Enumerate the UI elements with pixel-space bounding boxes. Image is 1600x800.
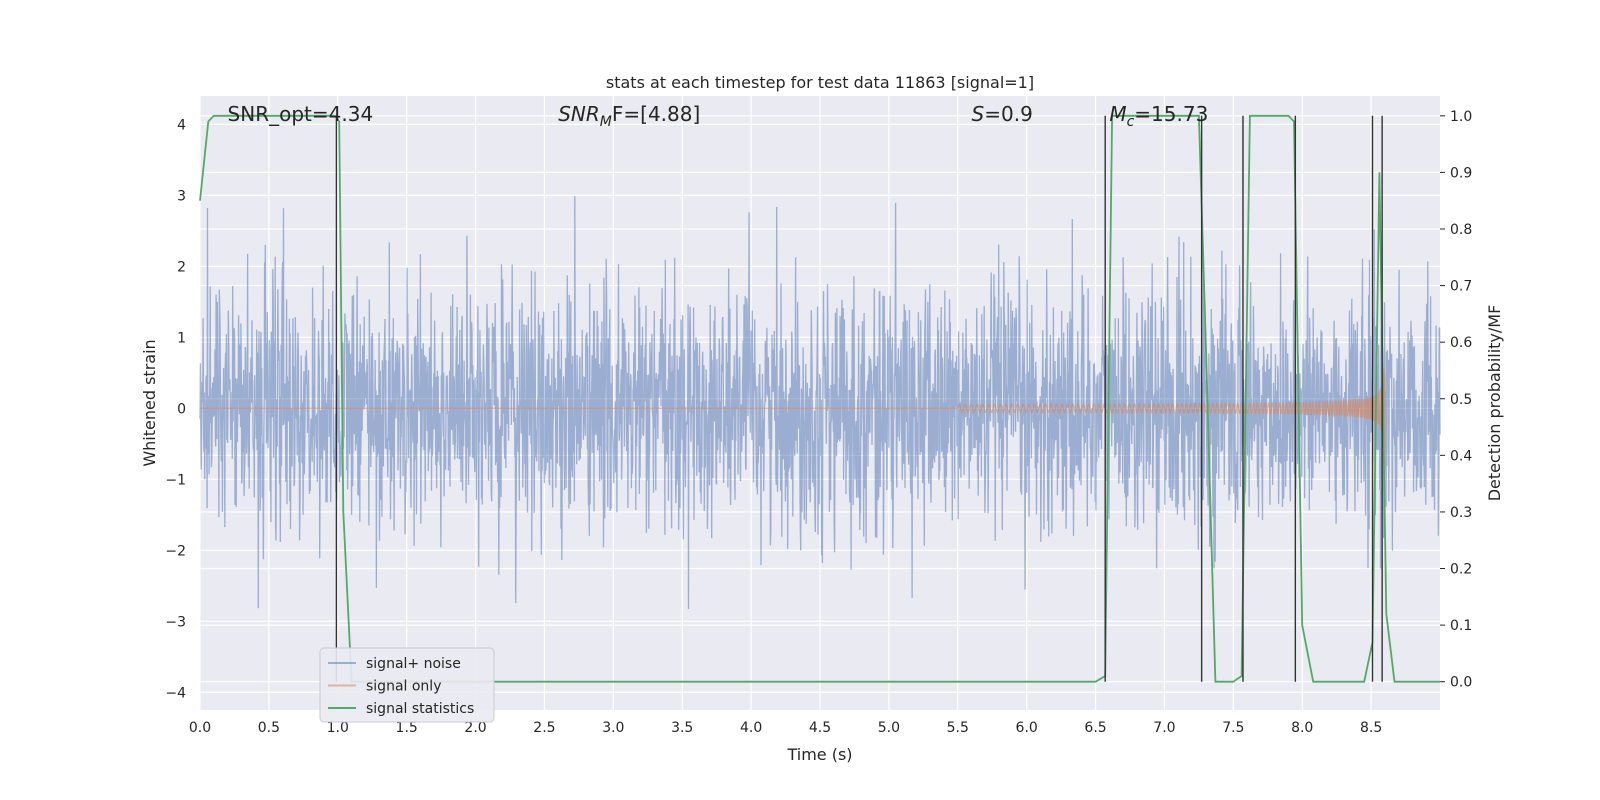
series-signal-only bbox=[957, 368, 1386, 469]
annotations: SNR_opt=4.34 SNRMF=[4.88] S=0.9 Mc=15.73 bbox=[228, 102, 1209, 130]
y-tick-label: 4 bbox=[177, 117, 186, 133]
x-tick-label: 1.5 bbox=[396, 720, 418, 736]
y-tick-label: 1 bbox=[177, 330, 186, 346]
x-tick-label: 3.5 bbox=[671, 720, 693, 736]
legend-label: signal+ noise bbox=[366, 656, 461, 672]
y-tick-label: −3 bbox=[165, 614, 186, 630]
y-right-tick-label: 0.1 bbox=[1450, 618, 1472, 634]
y-right-tick-label: 1.0 bbox=[1450, 109, 1472, 125]
x-tick-label: 8.0 bbox=[1291, 720, 1313, 736]
series-layer bbox=[199, 114, 1441, 683]
y-right-tick-label: 0.0 bbox=[1450, 675, 1472, 691]
y-right-tick-label: 0.2 bbox=[1450, 562, 1472, 578]
x-tick-label: 0.5 bbox=[258, 720, 280, 736]
series-signal-noise bbox=[199, 196, 1441, 610]
x-tick-label: 2.5 bbox=[533, 720, 555, 736]
annotation-text: SNRMF=[4.88] bbox=[558, 102, 700, 130]
legend-box bbox=[319, 647, 495, 723]
legend: signal+ noise signal only signal statistic… bbox=[319, 647, 495, 723]
x-tick-label: 7.5 bbox=[1222, 720, 1244, 736]
annotation-text: Mc=15.73 bbox=[1109, 102, 1208, 130]
x-tick-label: 8.5 bbox=[1360, 720, 1382, 736]
legend-label: signal statistics bbox=[366, 701, 474, 717]
x-tick-label: 5.5 bbox=[947, 720, 969, 736]
y-tick-label: −4 bbox=[165, 685, 186, 701]
x-tick-label: 6.0 bbox=[1016, 720, 1038, 736]
y-tick-label: 3 bbox=[177, 188, 186, 204]
y-right-tick-label: 0.7 bbox=[1450, 279, 1472, 295]
x-tick-label: 5.0 bbox=[878, 720, 900, 736]
y-axis-label-right: Detection probability/MF bbox=[1485, 305, 1504, 502]
annotation-text: SNR_opt=4.34 bbox=[228, 102, 374, 126]
y-tick-label: −1 bbox=[165, 472, 186, 488]
series-signal-statistics bbox=[199, 114, 1440, 683]
x-tick-label: 6.5 bbox=[1084, 720, 1106, 736]
y-tick-label: −2 bbox=[165, 543, 186, 559]
x-tick-label: 0.0 bbox=[189, 720, 211, 736]
vertical-markers bbox=[335, 115, 1383, 682]
y-right-tick-label: 0.6 bbox=[1450, 335, 1472, 351]
ticks: 0.0 0.5 1.0 1.5 2.0 2.5 3.0 3.5 4.0 4.5 5.0 5.5 6.0 6… bbox=[165, 109, 1472, 736]
x-tick-label: 4.0 bbox=[740, 720, 762, 736]
y-right-tick-label: 0.9 bbox=[1450, 165, 1472, 181]
legend-label: signal only bbox=[366, 679, 441, 695]
y-right-tick-label: 0.3 bbox=[1450, 505, 1472, 521]
x-tick-label: 3.0 bbox=[602, 720, 624, 736]
x-tick-label: 1.0 bbox=[327, 720, 349, 736]
y-axis-label: Whitened strain bbox=[140, 339, 159, 466]
x-tick-label: 7.0 bbox=[1153, 720, 1175, 736]
y-tick-label: 2 bbox=[177, 259, 186, 275]
x-tick-label: 2.0 bbox=[464, 720, 486, 736]
y-right-tick-label: 0.5 bbox=[1450, 392, 1472, 408]
chart-title: stats at each timestep for test data 118… bbox=[606, 73, 1034, 92]
x-axis-label: Time (s) bbox=[786, 745, 852, 764]
y-tick-label: 0 bbox=[177, 401, 186, 417]
annotation-text: S=0.9 bbox=[972, 102, 1033, 126]
y-right-tick-label: 0.8 bbox=[1450, 222, 1472, 238]
x-tick-label: 4.5 bbox=[809, 720, 831, 736]
y-right-tick-label: 0.4 bbox=[1450, 448, 1472, 464]
